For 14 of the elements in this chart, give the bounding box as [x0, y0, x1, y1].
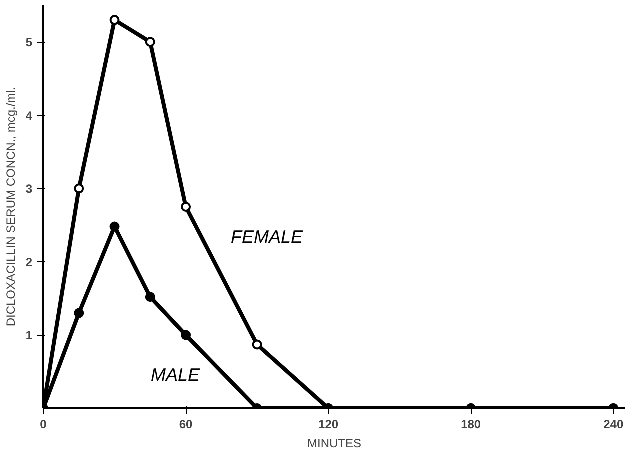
y-tick-label: 4 — [26, 108, 33, 123]
y-tick-label: 1 — [26, 328, 33, 343]
y-tick-label: 3 — [26, 182, 33, 196]
x-tick-label: 60 — [179, 418, 194, 432]
x-axis-title: MINUTES — [308, 436, 362, 450]
y-axis-title: DICLOXACILLIN SERUM CONCN., mcg./ml. — [4, 87, 18, 327]
y-tick-label: 5 — [26, 36, 33, 50]
x-tick-label: 180 — [461, 418, 482, 432]
series-label: MALE — [151, 365, 202, 386]
x-tick-label: 240 — [604, 418, 624, 432]
series-label: FEMALE — [231, 227, 304, 247]
x-tick-label: 120 — [318, 418, 339, 432]
x-tick-label: 0 — [40, 418, 48, 432]
y-tick-label: 2 — [26, 255, 33, 270]
